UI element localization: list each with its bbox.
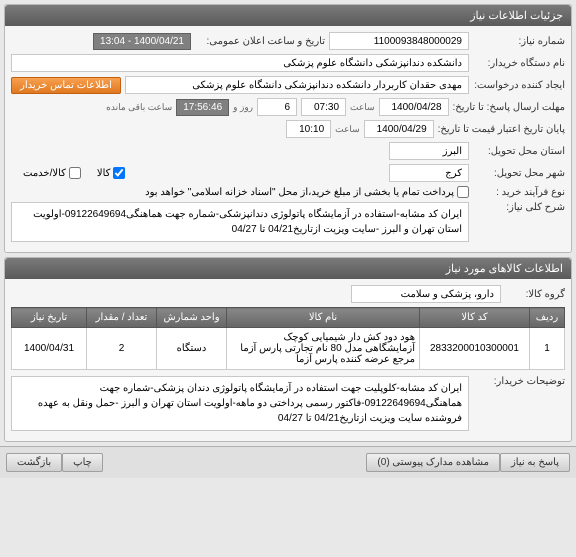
notes-text: ایران کد مشابه-کلوپلیت جهت استفاده در آز… <box>11 376 469 431</box>
checkbox-goods-text: کالا <box>97 168 111 179</box>
announce-label: تاریخ و ساعت اعلان عمومی: <box>195 36 325 47</box>
days-text: روز و <box>233 102 253 113</box>
cell-index: 1 <box>530 328 565 370</box>
row-city: شهر محل تحویل: کرج کالا کالا/خدمت <box>11 164 565 182</box>
row-creator: ایجاد کننده درخواست: مهدی حقدان کاربردار… <box>11 76 565 94</box>
buyer-label: نام دستگاه خریدار: <box>473 58 565 69</box>
footer-bar: پاسخ به نیاز مشاهده مدارک پیوستی (0) چاپ… <box>0 446 576 478</box>
buyer-value: دانشکده دندانپزشکی دانشگاه علوم پزشکی <box>11 54 469 72</box>
time-label-1: ساعت <box>350 102 375 113</box>
province-label: استان محل تحویل: <box>473 146 565 157</box>
back-button[interactable]: بازگشت <box>6 453 62 472</box>
checkbox-goods-label[interactable]: کالا <box>97 167 126 179</box>
notes-label: توضیحات خریدار: <box>473 376 565 387</box>
validity-time: 10:10 <box>286 120 331 138</box>
row-deadline: مهلت ارسال پاسخ: تا تاریخ: 1400/04/28 سا… <box>11 98 565 116</box>
checkbox-process[interactable] <box>457 186 469 198</box>
checkbox-service-label[interactable]: کالا/خدمت <box>23 167 81 179</box>
th-index: ردیف <box>530 308 565 328</box>
process-label: نوع فرآیند خرید : <box>473 187 565 198</box>
row-province: استان محل تحویل: البرز <box>11 142 565 160</box>
row-notes: توضیحات خریدار: ایران کد مشابه-کلوپلیت ج… <box>11 376 565 431</box>
print-button[interactable]: چاپ <box>62 453 103 472</box>
deadline-date: 1400/04/28 <box>379 98 449 116</box>
validity-label: پایان تاریخ اعتبار قیمت تا تاریخ: <box>438 124 565 135</box>
panel-header-2: اطلاعات کالاهای مورد نیاز <box>5 258 571 279</box>
th-date: تاریخ نیاز <box>12 308 87 328</box>
validity-date: 1400/04/29 <box>364 120 434 138</box>
process-note: پرداخت تمام یا بخشی از مبلغ خرید،از محل … <box>145 187 454 198</box>
creator-value: مهدی حقدان کاربردار دانشکده دندانپزشکی د… <box>125 76 469 94</box>
cell-date: 1400/04/31 <box>12 328 87 370</box>
checkbox-goods[interactable] <box>113 167 125 179</box>
deadline-time: 07:30 <box>301 98 346 116</box>
panel-header-1: جزئیات اطلاعات نیاز <box>5 5 571 26</box>
desc-text: ایران کد مشابه-استفاده در آزمایشگاه پاتو… <box>11 202 469 242</box>
creator-label: ایجاد کننده درخواست: <box>473 80 565 91</box>
th-code: کد کالا <box>420 308 530 328</box>
th-name: نام کالا <box>227 308 420 328</box>
row-process: نوع فرآیند خرید : پرداخت تمام یا بخشی از… <box>11 186 565 198</box>
city-value: کرج <box>389 164 469 182</box>
deadline-label: مهلت ارسال پاسخ: تا تاریخ: <box>453 102 565 113</box>
cell-code: 2833200010300001 <box>420 328 530 370</box>
contact-buyer-button[interactable]: اطلاعات تماس خریدار <box>11 77 121 94</box>
remaining-time: 17:56:46 <box>176 99 229 116</box>
group-value: دارو، پزشکی و سلامت <box>351 285 501 303</box>
group-label: گروه کالا: <box>505 289 565 300</box>
checkbox-service[interactable] <box>69 167 81 179</box>
checkbox-service-text: کالا/خدمت <box>23 168 66 179</box>
request-number-label: شماره نیاز: <box>473 36 565 47</box>
row-validity: پایان تاریخ اعتبار قیمت تا تاریخ: 1400/0… <box>11 120 565 138</box>
cell-name: هود دود کش دار شیمیایی کوچک آزمایشگاهی م… <box>227 328 420 370</box>
checkbox-process-label[interactable]: پرداخت تمام یا بخشی از مبلغ خرید،از محل … <box>145 186 469 198</box>
remaining-label: ساعت باقی مانده <box>106 102 172 113</box>
goods-panel: اطلاعات کالاهای مورد نیاز گروه کالا: دار… <box>4 257 572 442</box>
cell-qty: 2 <box>87 328 157 370</box>
cell-unit: دستگاه <box>157 328 227 370</box>
row-buyer: نام دستگاه خریدار: دانشکده دندانپزشکی دا… <box>11 54 565 72</box>
panel-body-1: شماره نیاز: 1100093848000029 تاریخ و ساع… <box>5 26 571 252</box>
table-header-row: ردیف کد کالا نام کالا واحد شمارش تعداد /… <box>12 308 565 328</box>
city-label: شهر محل تحویل: <box>473 168 565 179</box>
goods-table: ردیف کد کالا نام کالا واحد شمارش تعداد /… <box>11 307 565 370</box>
th-unit: واحد شمارش <box>157 308 227 328</box>
province-value: البرز <box>389 142 469 160</box>
panel-body-2: گروه کالا: دارو، پزشکی و سلامت ردیف کد ک… <box>5 279 571 441</box>
row-request-number: شماره نیاز: 1100093848000029 تاریخ و ساع… <box>11 32 565 50</box>
table-row: 1 2833200010300001 هود دود کش دار شیمیای… <box>12 328 565 370</box>
th-qty: تعداد / مقدار <box>87 308 157 328</box>
row-group: گروه کالا: دارو، پزشکی و سلامت <box>11 285 565 303</box>
desc-label: شرح کلی نیاز: <box>473 202 565 213</box>
request-details-panel: جزئیات اطلاعات نیاز شماره نیاز: 11000938… <box>4 4 572 253</box>
request-number-value: 1100093848000029 <box>329 32 469 50</box>
row-description: شرح کلی نیاز: ایران کد مشابه-استفاده در … <box>11 202 565 242</box>
reply-button[interactable]: پاسخ به نیاز <box>500 453 570 472</box>
time-label-2: ساعت <box>335 124 360 135</box>
days-value: 6 <box>257 98 297 116</box>
announce-value: 1400/04/21 - 13:04 <box>93 33 191 50</box>
view-docs-button[interactable]: مشاهده مدارک پیوستی (0) <box>366 453 500 472</box>
